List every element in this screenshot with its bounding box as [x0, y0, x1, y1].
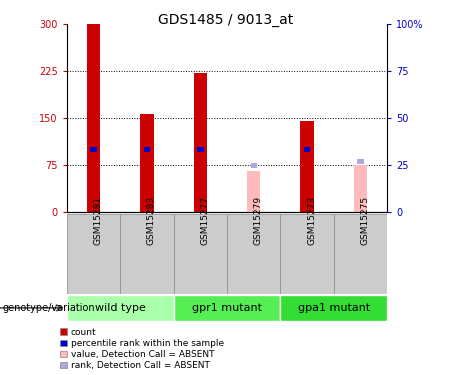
Text: GSM15273: GSM15273 — [307, 196, 316, 245]
Bar — [174, 295, 280, 321]
Bar — [304, 147, 310, 152]
Bar — [227, 214, 280, 294]
Bar — [67, 214, 120, 294]
Bar — [90, 147, 97, 152]
Bar — [357, 159, 364, 164]
Text: gpa1 mutant: gpa1 mutant — [298, 303, 370, 313]
Bar — [174, 214, 227, 294]
Bar — [280, 214, 334, 294]
Bar — [247, 171, 260, 212]
Bar — [140, 114, 154, 212]
Bar — [334, 214, 387, 294]
Bar — [301, 121, 314, 212]
Text: GSM15279: GSM15279 — [254, 196, 263, 245]
Text: GSM15281: GSM15281 — [94, 196, 102, 245]
Bar — [280, 295, 387, 321]
Bar — [194, 73, 207, 212]
Legend: count, percentile rank within the sample, value, Detection Call = ABSENT, rank, : count, percentile rank within the sample… — [60, 328, 224, 370]
Bar — [354, 165, 367, 212]
Bar — [197, 147, 204, 152]
Text: GSM15275: GSM15275 — [361, 196, 370, 245]
Bar — [67, 295, 174, 321]
Text: GDS1485 / 9013_at: GDS1485 / 9013_at — [158, 13, 294, 27]
Text: genotype/variation: genotype/variation — [2, 303, 95, 313]
Bar — [144, 147, 150, 152]
Bar — [120, 214, 174, 294]
Text: GSM15283: GSM15283 — [147, 196, 156, 245]
Bar — [250, 162, 257, 168]
Text: GSM15277: GSM15277 — [201, 196, 209, 245]
Bar — [87, 24, 100, 212]
Text: wild type: wild type — [95, 303, 146, 313]
Text: gpr1 mutant: gpr1 mutant — [192, 303, 262, 313]
